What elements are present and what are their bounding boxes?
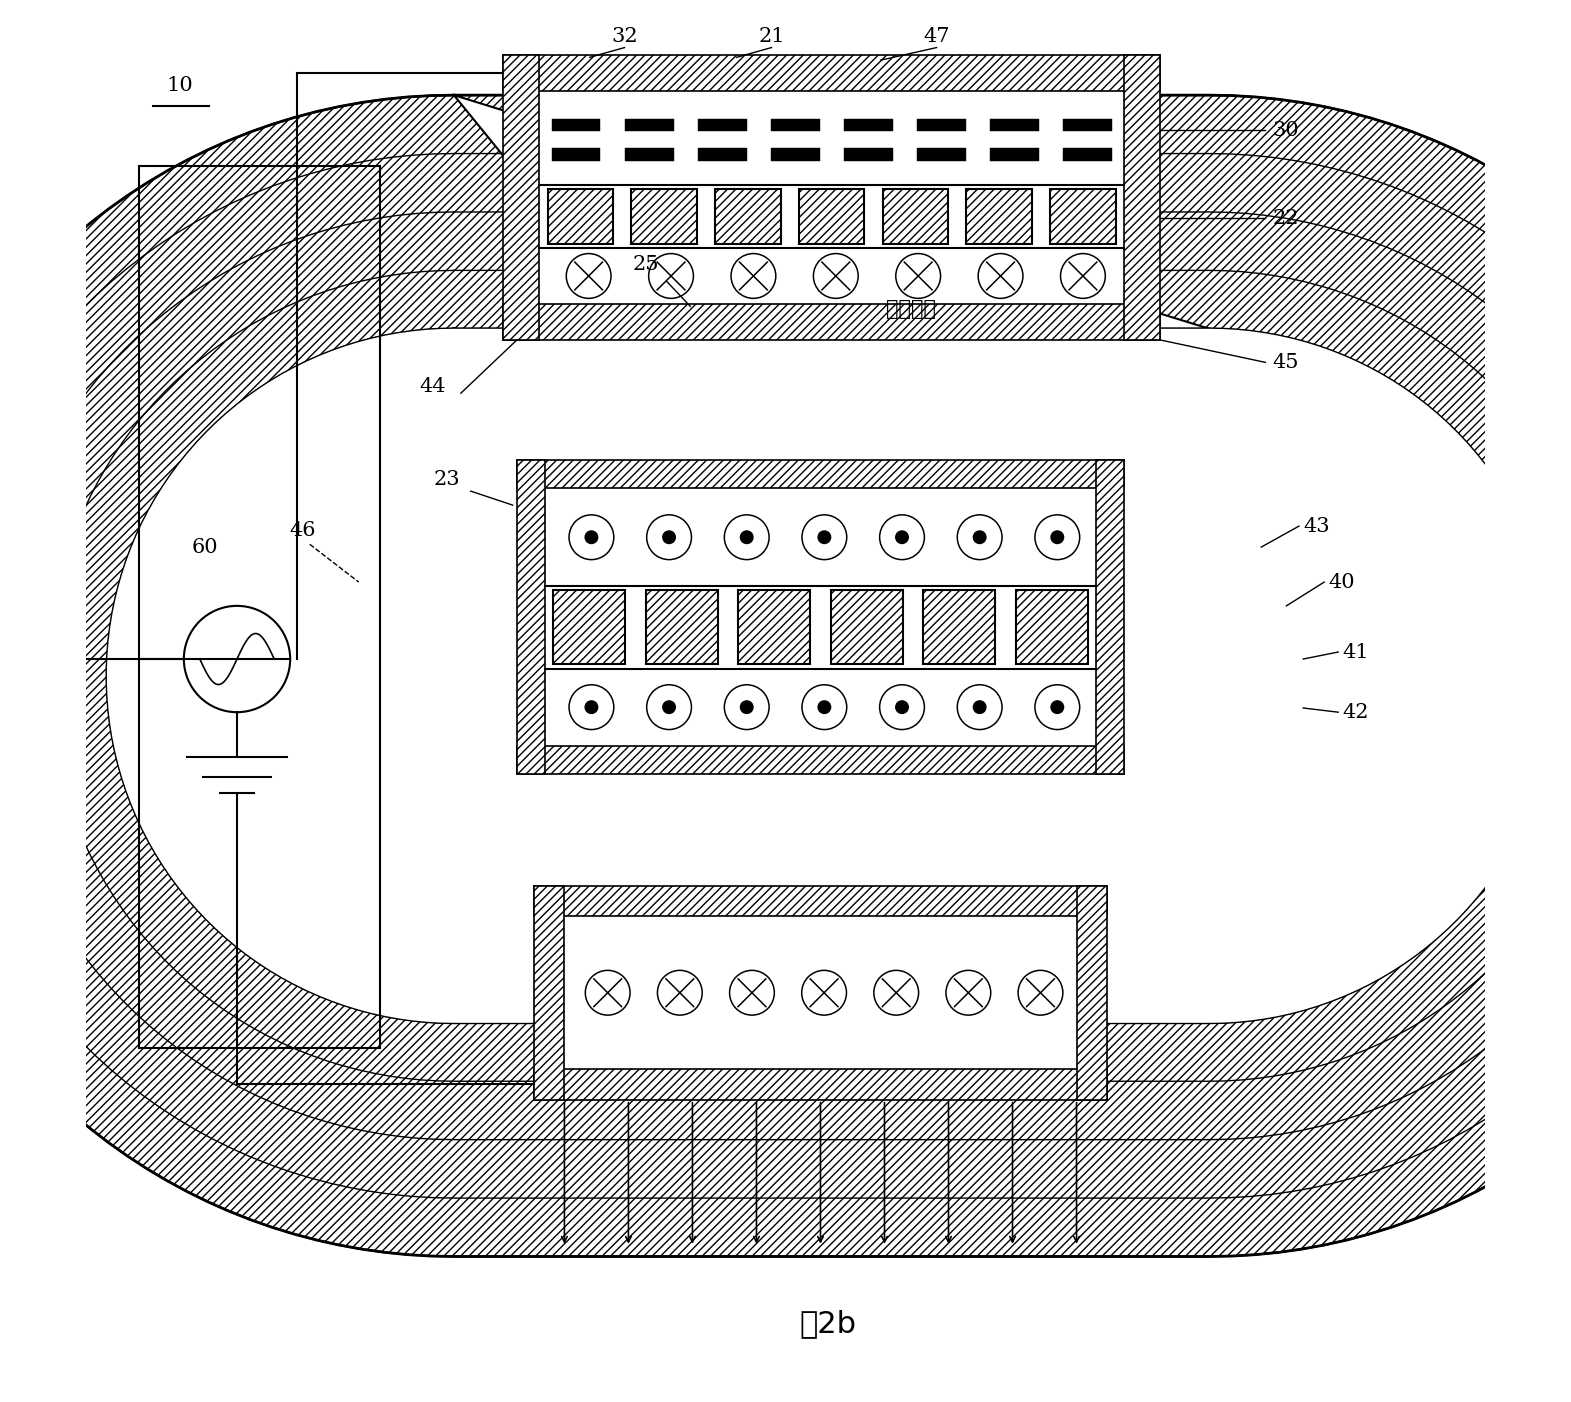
Bar [1064, 149, 1112, 161]
Bar [844, 119, 892, 132]
Circle shape [663, 701, 676, 714]
Bar [990, 149, 1038, 161]
Text: 22: 22 [1273, 209, 1299, 227]
Text: 43: 43 [1304, 516, 1329, 536]
Bar [1064, 119, 1112, 132]
Bar [646, 590, 718, 665]
Bar [534, 1068, 1108, 1099]
Circle shape [974, 531, 987, 544]
Bar [800, 189, 864, 244]
Bar [1097, 460, 1125, 774]
Bar [545, 488, 1097, 746]
Circle shape [895, 531, 908, 544]
Text: 30: 30 [1273, 121, 1299, 140]
Bar [553, 590, 625, 665]
Bar [831, 590, 903, 665]
Text: 60: 60 [192, 537, 218, 557]
Text: 44: 44 [419, 377, 446, 395]
Bar [1076, 886, 1108, 1099]
Bar [564, 917, 1076, 1068]
Bar [966, 189, 1032, 244]
Bar [551, 119, 600, 132]
Bar [646, 590, 718, 665]
Text: 32: 32 [611, 27, 638, 46]
Bar [503, 55, 539, 341]
Text: 45: 45 [1273, 353, 1299, 372]
Bar [140, 167, 380, 1049]
Text: 46: 46 [289, 520, 316, 540]
Bar [924, 590, 996, 665]
Text: 41: 41 [1342, 642, 1368, 662]
Text: 21: 21 [759, 27, 786, 46]
Bar [517, 460, 545, 774]
Bar [539, 91, 1125, 304]
Circle shape [584, 701, 597, 714]
Bar [1051, 189, 1115, 244]
Bar [1051, 189, 1115, 244]
Bar [503, 304, 1161, 341]
Circle shape [818, 701, 831, 714]
Bar [831, 590, 903, 665]
Bar [517, 460, 1125, 488]
Bar [548, 189, 613, 244]
Bar [553, 590, 625, 665]
Circle shape [895, 701, 908, 714]
Bar [625, 149, 674, 161]
Bar [966, 189, 1032, 244]
Bar [738, 590, 811, 665]
Text: 23: 23 [434, 471, 460, 489]
Bar [771, 119, 820, 132]
Bar [883, 189, 949, 244]
Text: 图2b: 图2b [800, 1309, 856, 1338]
Bar [883, 189, 949, 244]
Circle shape [740, 531, 753, 544]
Bar [990, 119, 1038, 132]
Bar [800, 189, 864, 244]
Bar [1015, 590, 1087, 665]
Circle shape [663, 531, 676, 544]
Circle shape [740, 701, 753, 714]
Bar [517, 746, 1125, 774]
Bar [534, 886, 1108, 917]
Text: 气体输出: 气体输出 [886, 299, 936, 320]
Polygon shape [107, 329, 1557, 1023]
Bar [924, 590, 996, 665]
Text: 10: 10 [167, 76, 193, 95]
Circle shape [1051, 701, 1064, 714]
Bar [738, 590, 811, 665]
Text: 25: 25 [633, 255, 658, 273]
Bar [917, 119, 966, 132]
Circle shape [1051, 531, 1064, 544]
Circle shape [584, 531, 597, 544]
Bar [551, 149, 600, 161]
Bar [534, 886, 564, 1099]
Text: 47: 47 [924, 27, 950, 46]
Circle shape [818, 531, 831, 544]
Bar [625, 119, 674, 132]
Bar [715, 189, 781, 244]
Bar [632, 189, 698, 244]
Bar [698, 149, 746, 161]
Bar [1015, 590, 1087, 665]
Bar [503, 55, 1161, 91]
Bar [715, 189, 781, 244]
Bar [771, 149, 820, 161]
Circle shape [974, 701, 987, 714]
Bar [1125, 55, 1161, 341]
Polygon shape [0, 95, 1571, 1256]
Bar [844, 149, 892, 161]
Bar [632, 189, 698, 244]
Bar [548, 189, 613, 244]
Bar [698, 119, 746, 132]
Bar [917, 149, 966, 161]
Text: 40: 40 [1329, 572, 1356, 592]
Text: 42: 42 [1342, 702, 1368, 722]
